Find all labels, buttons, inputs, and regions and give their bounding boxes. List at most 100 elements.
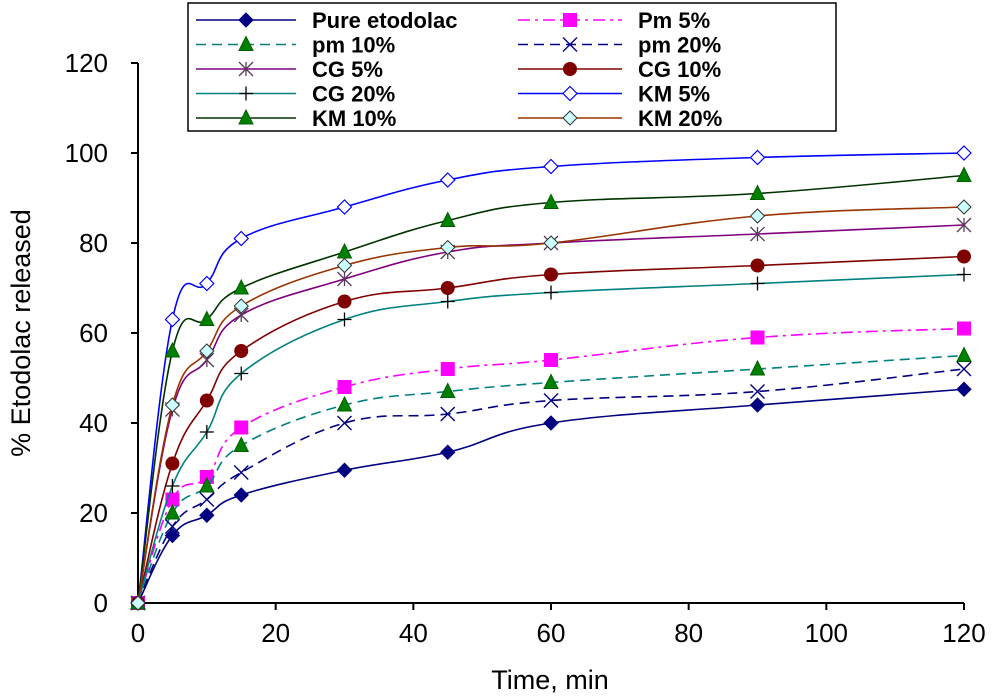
legend-label: pm 10% xyxy=(312,33,395,58)
legend-marker xyxy=(238,35,254,51)
data-point xyxy=(233,278,250,295)
legend-label: KM 10% xyxy=(312,106,396,131)
data-point xyxy=(957,249,971,264)
data-point xyxy=(164,311,181,328)
legend-label: KM 20% xyxy=(638,106,722,131)
data-point xyxy=(130,595,146,611)
y-tick-label: 80 xyxy=(79,228,108,258)
legend-marker xyxy=(563,13,577,27)
legend-item: CG 10% xyxy=(518,57,721,82)
legend-item: pm 10% xyxy=(196,33,395,58)
x-tick-label: 120 xyxy=(942,618,985,648)
legend-label: CG 5% xyxy=(312,57,383,82)
data-point xyxy=(439,172,456,188)
data-point xyxy=(199,476,215,493)
data-point xyxy=(543,235,559,251)
legend-label: Pure etodolac xyxy=(312,8,457,33)
data-point xyxy=(233,230,250,247)
data-point xyxy=(750,384,765,399)
data-point xyxy=(956,199,972,215)
data-point xyxy=(164,503,181,520)
x-tick-label: 20 xyxy=(261,618,290,648)
data-point xyxy=(543,415,559,431)
y-tick-label: 20 xyxy=(79,498,108,528)
data-point xyxy=(543,193,559,209)
data-point xyxy=(336,395,353,412)
data-point xyxy=(199,492,215,507)
series-line xyxy=(137,224,965,604)
legend-item: KM 20% xyxy=(518,106,722,131)
legend-item: KM 10% xyxy=(196,106,396,131)
series-line xyxy=(137,206,965,604)
data-point xyxy=(440,239,456,256)
data-point xyxy=(543,393,559,408)
data-point xyxy=(439,382,456,398)
legend-label: CG 20% xyxy=(312,82,395,107)
tick-labels: 0 20 40 60 80 100 120 0 20 40 60 80 100 120 xyxy=(65,48,986,648)
data-point xyxy=(440,294,455,309)
data-point xyxy=(164,519,180,534)
series-pure-etodolac xyxy=(130,381,972,611)
y-tick-label: 40 xyxy=(79,408,108,438)
data-point xyxy=(234,344,249,358)
data-point xyxy=(198,275,215,292)
data-point xyxy=(336,462,353,478)
legend-marker xyxy=(239,86,253,101)
series-line xyxy=(137,368,965,604)
data-point xyxy=(337,380,352,394)
series-pm-5 xyxy=(131,321,971,610)
legend-marker xyxy=(562,37,578,52)
series-cg-20 xyxy=(131,267,971,610)
legend-marker xyxy=(562,85,578,102)
data-point xyxy=(199,507,215,523)
data-point xyxy=(543,373,559,389)
data-point xyxy=(544,353,558,367)
legend-marker xyxy=(238,61,254,77)
data-point xyxy=(749,149,766,166)
series-line xyxy=(137,273,965,604)
data-point xyxy=(544,285,558,300)
data-point xyxy=(165,479,180,493)
y-tick-label: 100 xyxy=(65,138,108,168)
series-pm-20 xyxy=(130,361,972,611)
data-point xyxy=(749,359,766,376)
data-point xyxy=(750,258,765,273)
data-point xyxy=(337,312,352,327)
data-point xyxy=(336,199,353,215)
data-point xyxy=(337,415,352,431)
data-point xyxy=(749,184,766,200)
legend-marker xyxy=(238,108,254,125)
data-point xyxy=(199,343,215,359)
data-point xyxy=(440,444,456,460)
legend-label: CG 10% xyxy=(638,57,721,82)
data-point xyxy=(957,267,971,282)
data-point xyxy=(337,271,352,287)
legend-marker xyxy=(562,110,578,126)
data-point xyxy=(749,208,766,224)
x-tick-label: 80 xyxy=(674,618,703,648)
data-point xyxy=(199,393,214,408)
data-point xyxy=(750,276,765,291)
x-axis-title: Time, min xyxy=(491,665,609,695)
data-point xyxy=(750,330,765,345)
data-point xyxy=(234,366,249,381)
data-point xyxy=(956,361,972,377)
legend-item: CG 5% xyxy=(196,57,383,82)
data-point xyxy=(956,381,972,397)
legend-label: KM 5% xyxy=(638,82,710,107)
data-point xyxy=(165,456,180,471)
data-point xyxy=(233,298,249,314)
legend-marker xyxy=(238,12,254,28)
data-point xyxy=(544,267,558,282)
series-layer xyxy=(130,145,972,611)
data-point xyxy=(336,257,353,274)
series-line xyxy=(137,354,965,604)
data-point xyxy=(199,310,215,326)
legend-item: Pure etodolac xyxy=(196,8,457,33)
data-point xyxy=(750,226,765,242)
data-point xyxy=(956,166,972,182)
data-point xyxy=(440,406,456,422)
legend-item: CG 20% xyxy=(196,82,395,107)
data-point xyxy=(164,341,181,358)
